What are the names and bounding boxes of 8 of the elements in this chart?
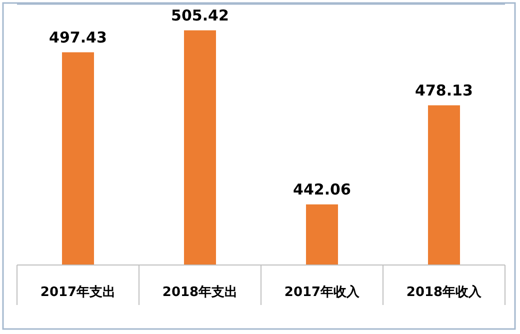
x-tick-label: 2017年收入 <box>284 284 361 300</box>
x-tick-label: 2018年支出 <box>162 285 238 300</box>
data-label: 497.43 <box>49 28 107 46</box>
x-tick-label: 2017年支出 <box>40 285 116 300</box>
data-label: 442.06 <box>293 180 351 198</box>
x-tick-label: 2018年收入 <box>406 284 483 300</box>
data-label: 478.13 <box>415 81 473 100</box>
data-label: 505.42 <box>171 6 229 24</box>
